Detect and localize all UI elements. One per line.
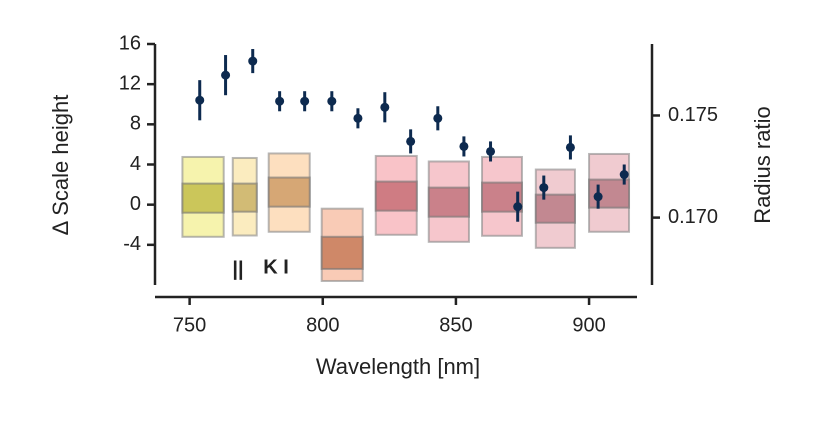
x-tick-label: 900 bbox=[572, 314, 605, 336]
point bbox=[593, 192, 603, 202]
inner-band bbox=[181, 182, 225, 214]
y2-axis-label: Radius ratio bbox=[750, 106, 775, 223]
inner-band bbox=[534, 193, 576, 224]
point bbox=[513, 202, 523, 212]
y-axis-label: Δ Scale height bbox=[48, 95, 73, 236]
x-tick-label: 850 bbox=[439, 314, 472, 336]
point bbox=[221, 70, 231, 80]
y-tick-label: 16 bbox=[119, 32, 141, 54]
inner-band bbox=[427, 186, 470, 218]
point bbox=[539, 183, 549, 193]
inner-band bbox=[374, 180, 418, 212]
y2-tick-label: 0.170 bbox=[668, 206, 718, 228]
y-tick-label: 0 bbox=[130, 193, 141, 215]
y-tick-label: 12 bbox=[119, 72, 141, 94]
point bbox=[619, 170, 629, 180]
point bbox=[380, 102, 390, 112]
point bbox=[300, 96, 310, 106]
point bbox=[565, 142, 575, 152]
annotation: K I bbox=[263, 256, 289, 278]
point bbox=[406, 136, 416, 146]
y-tick-label: 4 bbox=[130, 153, 141, 175]
point bbox=[248, 56, 258, 66]
x-axis-label: Wavelength [nm] bbox=[316, 354, 480, 379]
point bbox=[195, 95, 205, 105]
point bbox=[275, 96, 285, 106]
point bbox=[486, 146, 496, 156]
x-tick-label: 800 bbox=[306, 314, 339, 336]
inner-band bbox=[267, 176, 311, 208]
point bbox=[327, 96, 337, 106]
y2-tick-label: 0.175 bbox=[668, 104, 718, 126]
inner-band bbox=[231, 182, 258, 213]
point bbox=[433, 113, 443, 123]
annotation: || bbox=[232, 258, 243, 280]
y-tick-label: -4 bbox=[123, 233, 141, 255]
y-tick-label: 8 bbox=[130, 113, 141, 135]
x-tick-label: 750 bbox=[173, 314, 206, 336]
point bbox=[353, 113, 363, 123]
point bbox=[459, 141, 469, 151]
inner-band bbox=[320, 235, 364, 270]
